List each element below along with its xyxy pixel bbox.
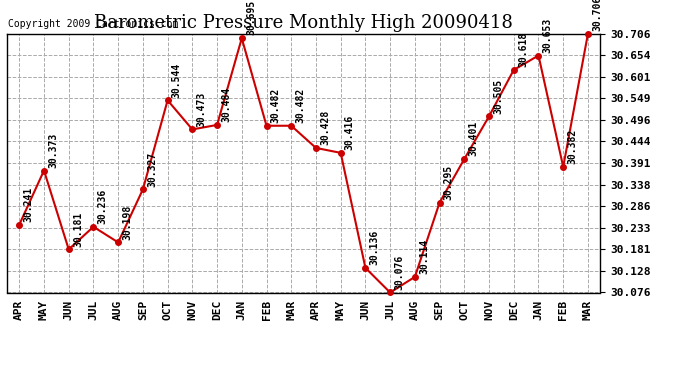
Text: 30.236: 30.236 — [97, 189, 108, 224]
Text: 30.482: 30.482 — [270, 88, 281, 123]
Text: 30.706: 30.706 — [592, 0, 602, 31]
Text: 30.382: 30.382 — [567, 129, 578, 164]
Text: 30.401: 30.401 — [469, 121, 478, 156]
Text: 30.653: 30.653 — [542, 18, 553, 53]
Text: 30.428: 30.428 — [320, 110, 330, 145]
Text: 30.076: 30.076 — [394, 255, 404, 290]
Text: 30.198: 30.198 — [122, 204, 132, 240]
Text: 30.295: 30.295 — [444, 165, 454, 200]
Text: 30.136: 30.136 — [370, 230, 380, 265]
Text: 30.114: 30.114 — [419, 239, 429, 274]
Text: 30.505: 30.505 — [493, 78, 503, 114]
Text: 30.544: 30.544 — [172, 62, 181, 98]
Title: Barometric Pressure Monthly High 20090418: Barometric Pressure Monthly High 2009041… — [94, 14, 513, 32]
Text: 30.482: 30.482 — [295, 88, 306, 123]
Text: 30.241: 30.241 — [23, 187, 33, 222]
Text: 30.373: 30.373 — [48, 132, 58, 168]
Text: 30.181: 30.181 — [73, 211, 83, 247]
Text: 30.484: 30.484 — [221, 87, 231, 122]
Text: 30.473: 30.473 — [197, 92, 206, 127]
Text: 30.695: 30.695 — [246, 0, 256, 36]
Text: 30.618: 30.618 — [518, 32, 528, 67]
Text: Copyright 2009 Cartronics.com: Copyright 2009 Cartronics.com — [8, 19, 179, 28]
Text: 30.416: 30.416 — [345, 115, 355, 150]
Text: 30.327: 30.327 — [147, 152, 157, 187]
